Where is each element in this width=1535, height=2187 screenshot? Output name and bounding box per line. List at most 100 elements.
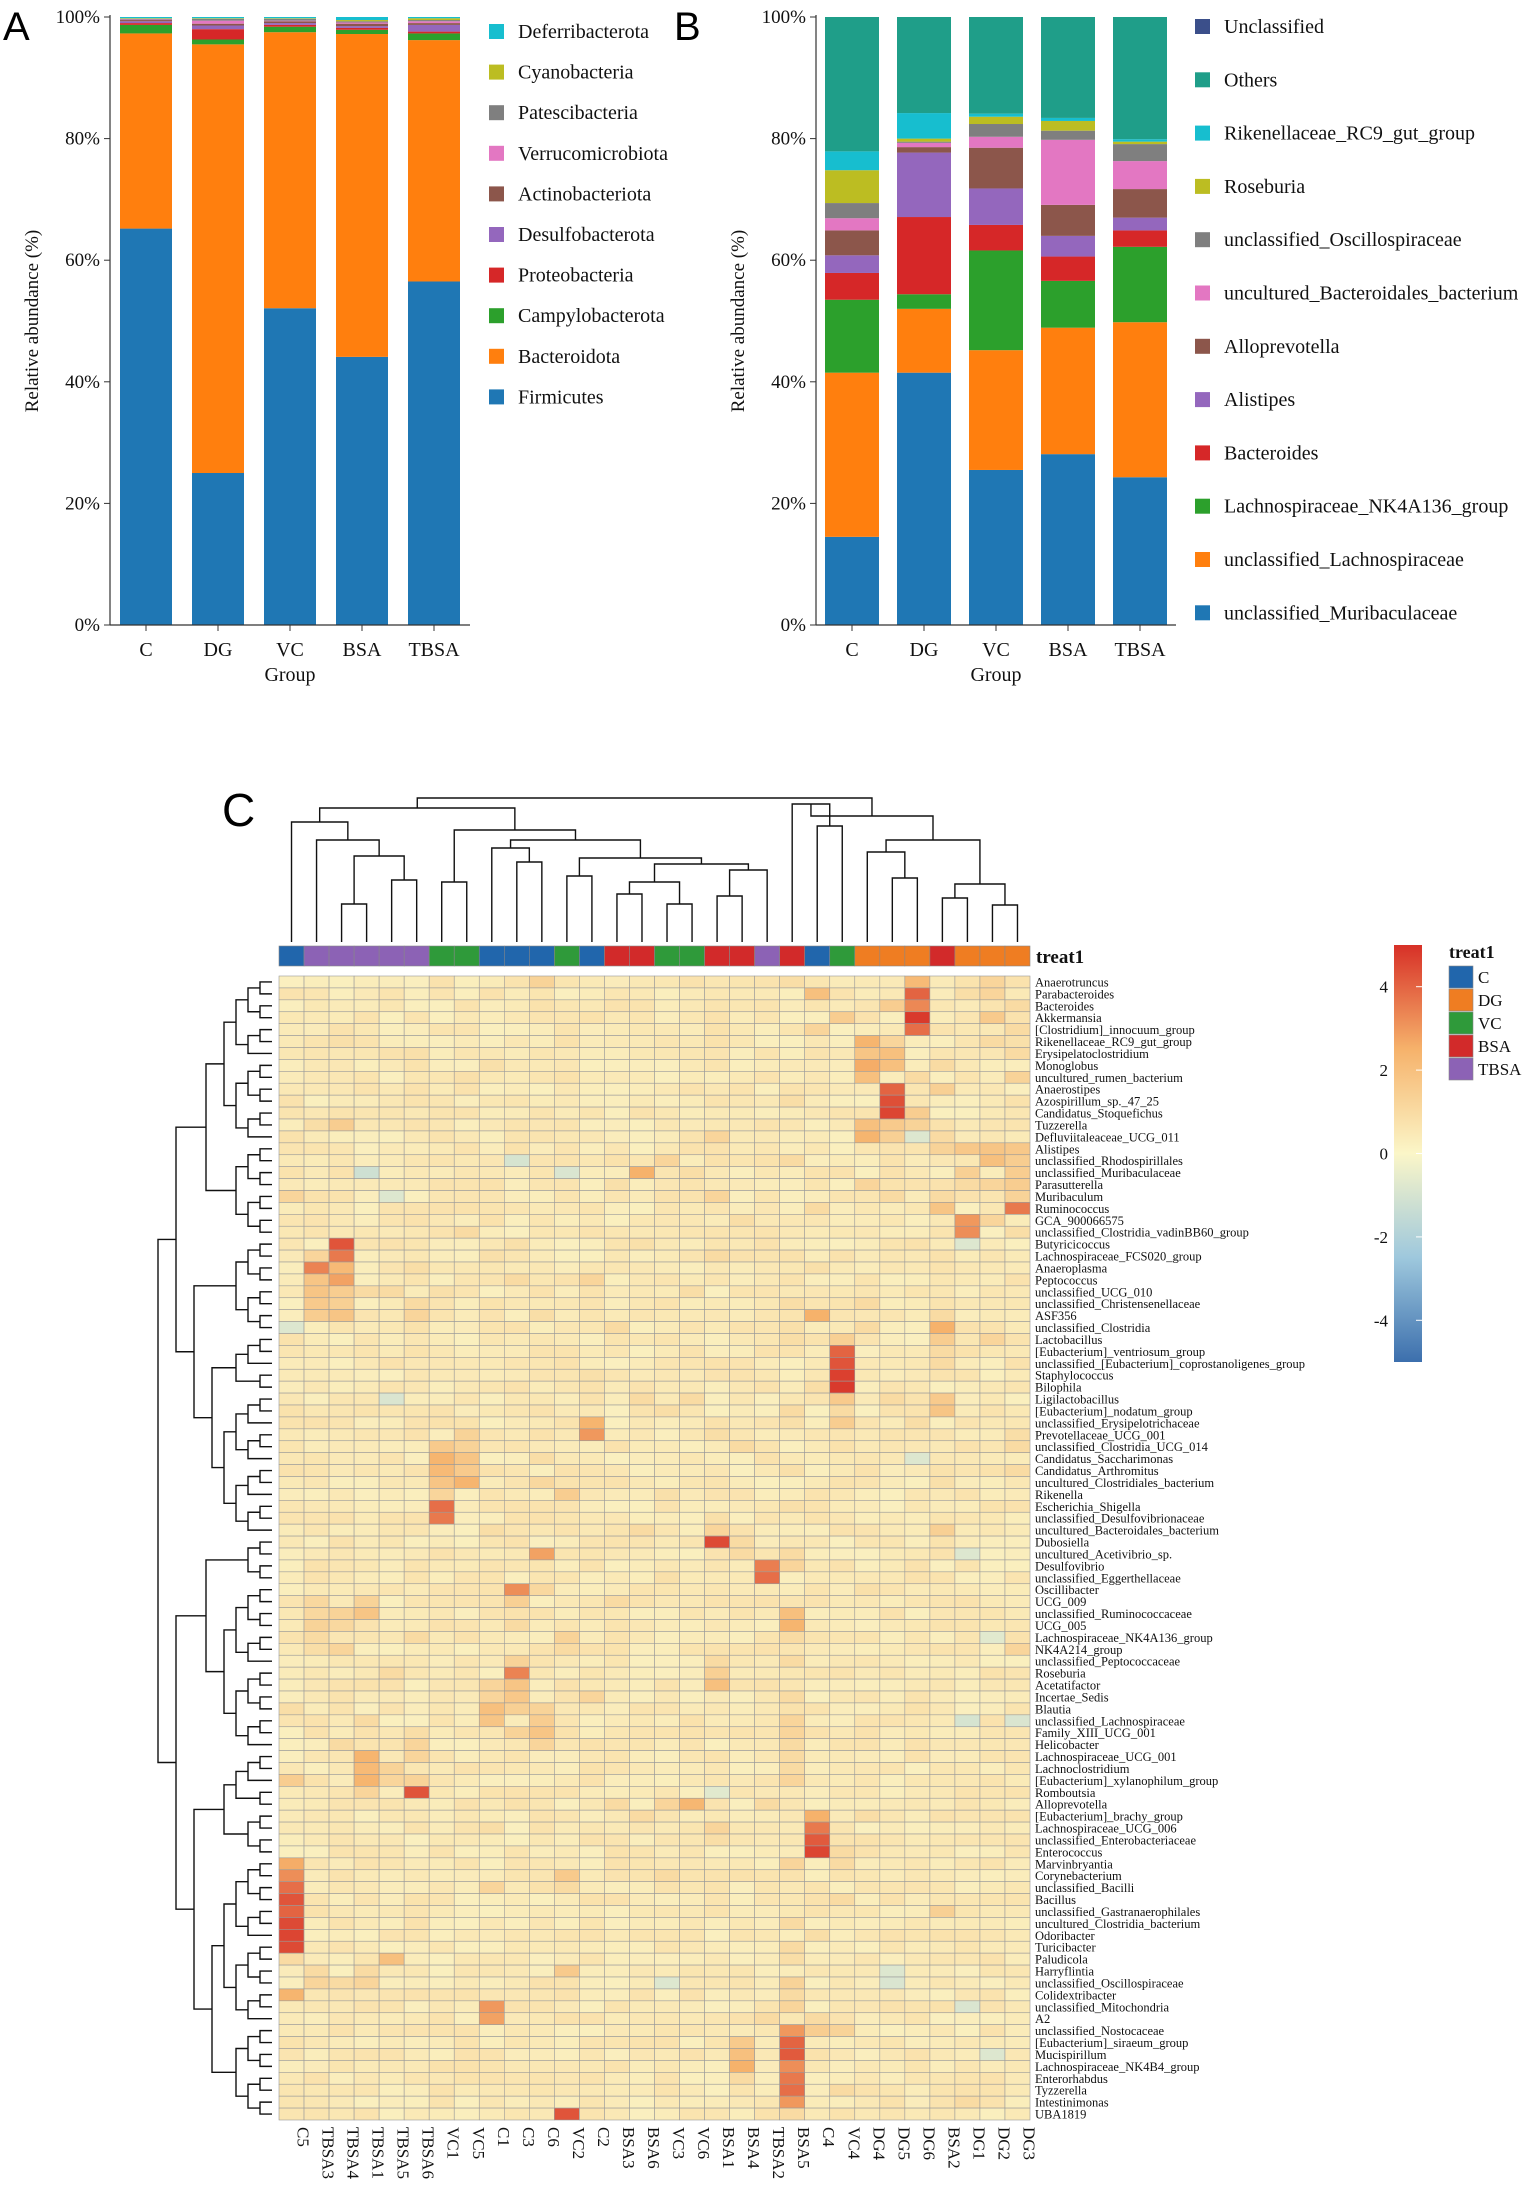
heatmap-cell bbox=[779, 1678, 806, 1692]
heatmap-cell bbox=[403, 1261, 430, 1275]
heatmap-cell bbox=[378, 1500, 405, 1513]
column-dendrogram-branch bbox=[728, 869, 768, 942]
heatmap-cell bbox=[629, 1190, 655, 1203]
heatmap-cell bbox=[1004, 1559, 1031, 1573]
bar-segment bbox=[969, 469, 1023, 625]
heatmap-cell bbox=[954, 1237, 981, 1251]
heatmap-cell bbox=[729, 1202, 755, 1215]
heatmap-cell bbox=[704, 1297, 730, 1310]
heatmap-cell bbox=[503, 2083, 530, 2097]
bar-segment bbox=[336, 17, 388, 21]
heatmap-cell bbox=[879, 1035, 906, 1048]
heatmap-cell bbox=[529, 2060, 555, 2073]
heatmap-cell bbox=[453, 1678, 480, 1692]
heatmap-cell bbox=[428, 1952, 455, 1966]
heatmap-cell bbox=[754, 1774, 780, 1787]
heatmap-cell bbox=[979, 1893, 1006, 1906]
colorbar-tick-label: -4 bbox=[1374, 1311, 1389, 1330]
heatmap-cell bbox=[529, 1154, 555, 1167]
heatmap-cell bbox=[904, 2000, 931, 2014]
heatmap-cell bbox=[804, 2012, 831, 2025]
heatmap-cell bbox=[604, 1774, 630, 1787]
heatmap-cell bbox=[579, 1678, 605, 1692]
heatmap-cell bbox=[879, 2095, 906, 2109]
row-label: Tuzzerella bbox=[1035, 1118, 1088, 1132]
heatmap-cell bbox=[904, 1035, 931, 1048]
heatmap-cell bbox=[954, 1523, 981, 1537]
column-label: BSA6 bbox=[644, 2127, 663, 2169]
heatmap-cell bbox=[729, 1452, 755, 1465]
x-tick-label: BSA bbox=[343, 639, 382, 661]
heatmap-cell bbox=[929, 1321, 956, 1334]
heatmap-cell bbox=[879, 2083, 906, 2097]
heatmap-cell bbox=[754, 1929, 780, 1942]
heatmap-cell bbox=[729, 2000, 755, 2014]
heatmap-cell bbox=[754, 1142, 780, 1156]
heatmap-cell bbox=[754, 1178, 780, 1191]
heatmap-cell bbox=[529, 1786, 555, 1799]
heatmap-cell bbox=[879, 1666, 906, 1680]
row-dendrogram-branch bbox=[235, 1082, 248, 1129]
heatmap-cell bbox=[529, 1571, 555, 1585]
bar-segment bbox=[1113, 144, 1167, 162]
heatmap-cell bbox=[979, 1726, 1006, 1739]
heatmap-cell bbox=[854, 1631, 881, 1644]
heatmap-cell bbox=[904, 1523, 931, 1537]
heatmap-cell bbox=[954, 1357, 981, 1370]
heatmap-cell bbox=[378, 1857, 405, 1871]
heatmap-cell bbox=[453, 1273, 480, 1287]
heatmap-cell bbox=[1004, 1786, 1031, 1799]
heatmap-cell bbox=[353, 1595, 380, 1608]
heatmap-cell bbox=[904, 1082, 931, 1096]
heatmap-cell bbox=[428, 1702, 455, 1716]
heatmap-cell bbox=[353, 2012, 380, 2025]
heatmap-cell bbox=[929, 1380, 956, 1394]
heatmap-cell bbox=[879, 1690, 906, 1704]
heatmap-cell bbox=[604, 1523, 630, 1537]
heatmap-cell bbox=[554, 1202, 580, 1215]
heatmap-cell bbox=[453, 1559, 480, 1573]
heatmap-cell bbox=[353, 1011, 380, 1024]
heatmap-cell bbox=[503, 1285, 530, 1299]
heatmap-cell bbox=[353, 1094, 380, 1108]
heatmap-cell bbox=[428, 1380, 455, 1394]
heatmap-cell bbox=[854, 1738, 881, 1751]
heatmap-cell bbox=[704, 2060, 730, 2073]
heatmap-cell bbox=[754, 1559, 780, 1573]
heatmap-cell bbox=[629, 1082, 655, 1096]
heatmap-cell bbox=[879, 1464, 906, 1477]
bar-segment bbox=[120, 24, 172, 34]
heatmap-cell bbox=[554, 1273, 580, 1287]
heatmap-cell bbox=[979, 2095, 1006, 2109]
heatmap-cell bbox=[704, 1714, 730, 1728]
heatmap-cell bbox=[979, 987, 1006, 1001]
heatmap-cell bbox=[1004, 1392, 1031, 1406]
heatmap-cell bbox=[478, 1357, 505, 1370]
heatmap-cell bbox=[428, 1762, 455, 1775]
heatmap-cell bbox=[353, 1774, 380, 1787]
heatmap-cell bbox=[478, 1595, 505, 1608]
heatmap-cell bbox=[554, 1881, 580, 1894]
heatmap-cell bbox=[579, 1345, 605, 1358]
heatmap-cell bbox=[604, 2072, 630, 2085]
heatmap-cell bbox=[529, 1666, 555, 1680]
heatmap-cell bbox=[579, 1106, 605, 1120]
heatmap-cell bbox=[503, 1738, 530, 1751]
bar-segment bbox=[264, 21, 316, 24]
heatmap-cell bbox=[428, 2083, 455, 2097]
heatmap-cell bbox=[679, 1321, 705, 1334]
heatmap-cell bbox=[403, 1571, 430, 1585]
heatmap-cell bbox=[604, 999, 630, 1013]
heatmap-cell bbox=[554, 1964, 580, 1978]
heatmap-cell bbox=[353, 1738, 380, 1751]
row-dendrogram-branch bbox=[175, 1615, 206, 1910]
heatmap-cell bbox=[453, 1285, 480, 1299]
heatmap-cell bbox=[779, 1774, 806, 1787]
heatmap-cell bbox=[954, 1071, 981, 1084]
heatmap-cell bbox=[679, 1964, 705, 1978]
heatmap-cell bbox=[428, 1631, 455, 1644]
heatmap-cell bbox=[278, 1797, 305, 1811]
heatmap-cell bbox=[378, 1666, 405, 1680]
heatmap-cell bbox=[278, 1893, 305, 1906]
heatmap-cell bbox=[979, 1214, 1006, 1227]
